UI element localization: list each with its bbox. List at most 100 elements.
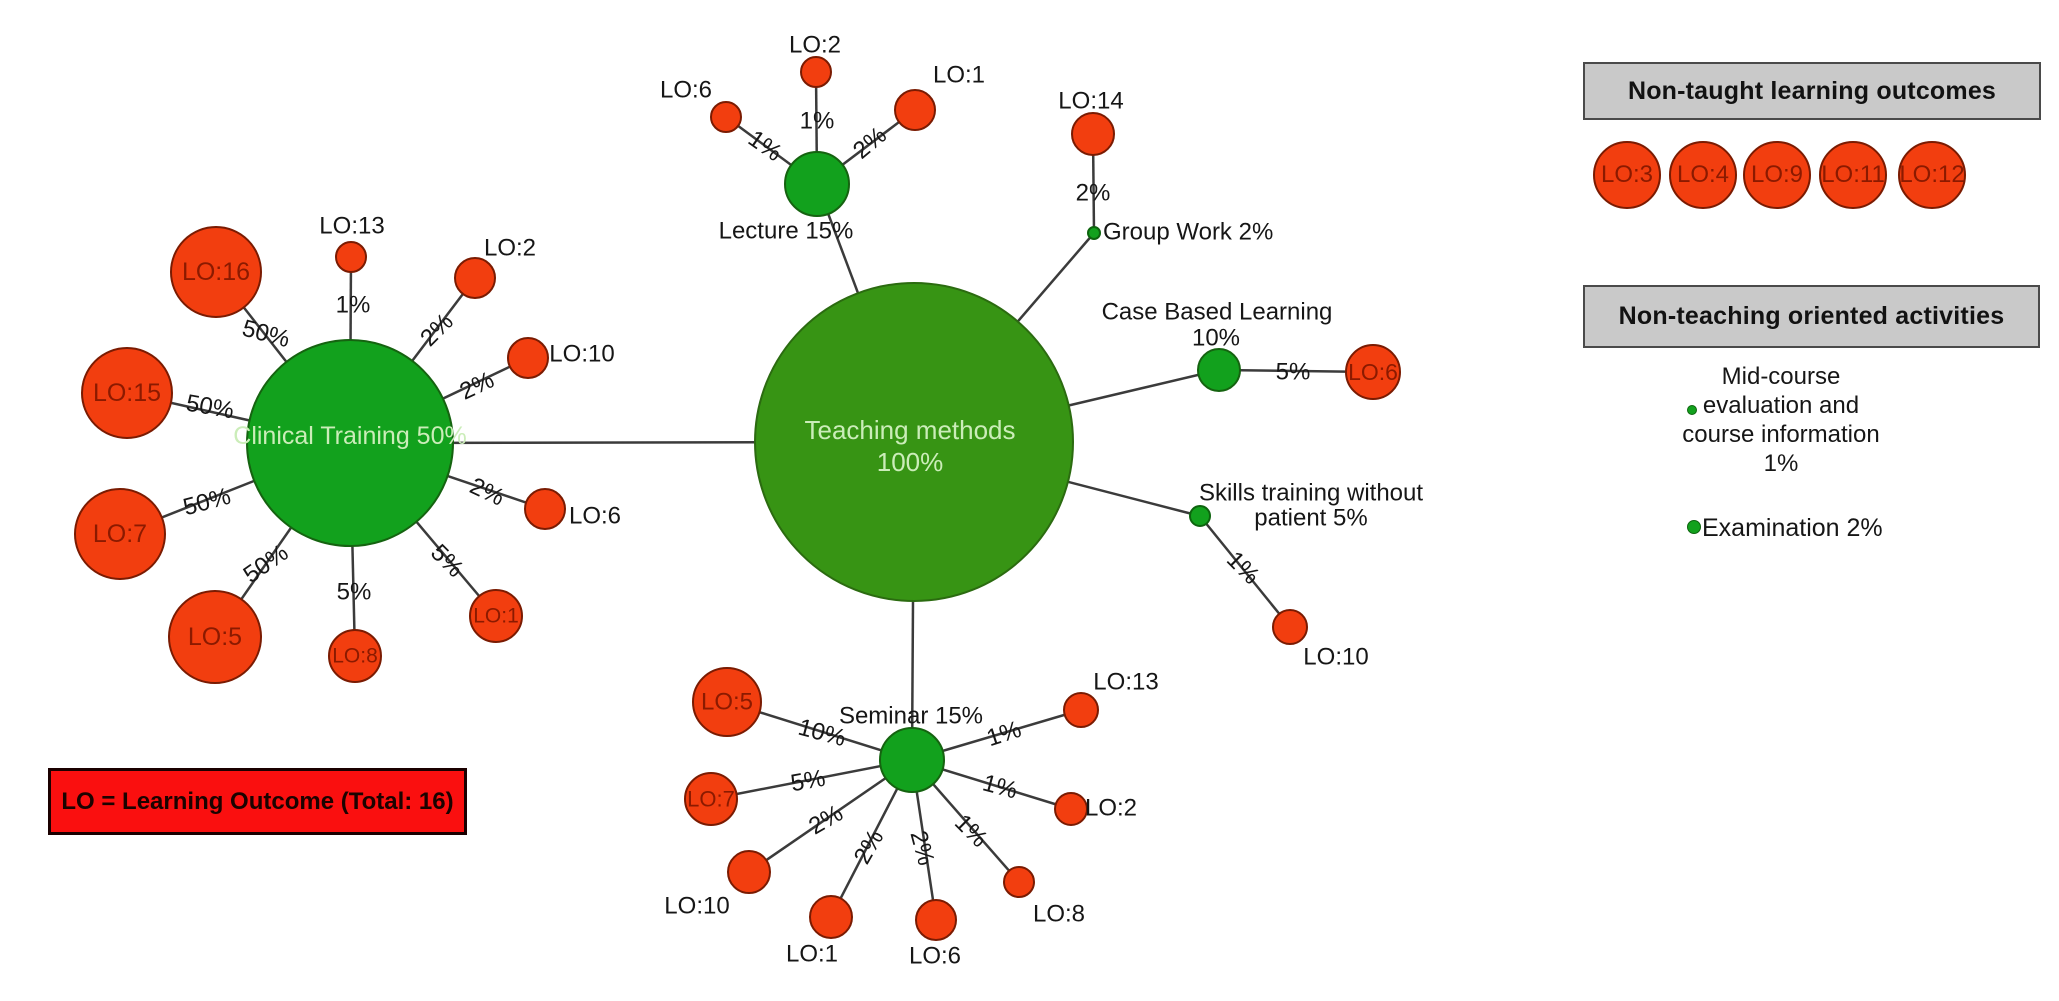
label-cl16: LO:16 xyxy=(182,258,250,286)
midcourse-line: evaluation and xyxy=(1702,392,1860,419)
node-cl5 xyxy=(168,590,262,684)
edge-label-groupwork-gw14: 2% xyxy=(1076,180,1111,207)
label-skills: Skills training without xyxy=(1199,480,1423,507)
edge-label-clinical-cl6: 2% xyxy=(466,472,509,511)
node-gw14 xyxy=(1071,112,1115,156)
label-cl15: LO:15 xyxy=(93,379,161,407)
edge-label-seminar-se2: 1% xyxy=(980,769,1020,804)
node-cl7 xyxy=(74,488,166,580)
edge-label-seminar-se10: 2% xyxy=(804,800,848,841)
label-cbl-1: 10% xyxy=(1192,325,1240,352)
non-taught-lo-circle: LO:4 xyxy=(1669,141,1737,209)
node-le6 xyxy=(710,101,742,133)
label-cl6: LO:6 xyxy=(569,503,621,530)
node-se1 xyxy=(809,895,853,939)
node-cl15 xyxy=(81,347,173,439)
label-lecture: Lecture 15% xyxy=(719,218,854,245)
edge-skills-sk10 xyxy=(1199,515,1291,628)
edge-label-clinical-cl16: 50% xyxy=(239,315,292,354)
label-le6: LO:6 xyxy=(660,77,712,104)
node-cb6 xyxy=(1345,344,1401,400)
edge-label-clinical-cl10: 2% xyxy=(456,366,499,405)
edge-label-clinical-cl5: 50% xyxy=(239,539,294,589)
legend-label: LO = Learning Outcome (Total: 16) xyxy=(61,787,454,815)
label-se7: LO:7 xyxy=(687,787,735,812)
non-taught-outcomes-header: Non-taught learning outcomes xyxy=(1583,62,2041,120)
non-taught-lo-circle: LO:3 xyxy=(1593,141,1661,209)
node-cl1 xyxy=(469,589,523,643)
edge-label-skills-sk10: 1% xyxy=(1221,546,1265,590)
edge-label-clinical-cl13: 1% xyxy=(336,292,371,319)
node-cl8 xyxy=(328,629,382,683)
node-seminar xyxy=(879,727,945,793)
node-se13 xyxy=(1063,692,1099,728)
node-le2 xyxy=(800,56,832,88)
label-se6: LO:6 xyxy=(909,943,961,970)
label-se8: LO:8 xyxy=(1033,901,1085,928)
edge-label-seminar-se1: 2% xyxy=(849,825,890,869)
node-teaching xyxy=(754,282,1074,602)
non-teaching-activities-header: Non-teaching oriented activities xyxy=(1583,285,2040,348)
label-le2: LO:2 xyxy=(789,32,841,59)
edge-label-clinical-cl8: 5% xyxy=(337,579,372,606)
edge-seminar-se7 xyxy=(710,758,913,801)
label-se1: LO:1 xyxy=(786,941,838,968)
edge-label-lecture-le6: 1% xyxy=(743,125,787,167)
node-cbl xyxy=(1197,348,1241,392)
node-cl13 xyxy=(335,241,367,273)
midcourse-line: Mid-course xyxy=(1721,363,1841,390)
label-cb6: LO:6 xyxy=(1348,359,1398,385)
node-clinical xyxy=(246,339,454,547)
label-se13: LO:13 xyxy=(1093,669,1158,696)
edge-label-seminar-se7: 5% xyxy=(789,765,828,798)
label-seminar: Seminar 15% xyxy=(839,703,983,730)
label-sk10: LO:10 xyxy=(1303,644,1368,671)
label-le1: LO:1 xyxy=(933,62,985,89)
label-se10: LO:10 xyxy=(664,893,729,920)
node-se10 xyxy=(727,850,771,894)
midcourse-line: course information xyxy=(1682,421,1880,448)
label-cl5: LO:5 xyxy=(188,623,242,651)
non-taught-lo-circle: LO:12 xyxy=(1898,141,1966,209)
legend-box: LO = Learning Outcome (Total: 16) xyxy=(48,768,467,835)
edge-label-seminar-se13: 1% xyxy=(983,716,1024,752)
label-cl1: LO:1 xyxy=(473,605,519,628)
midcourse-line: 1% xyxy=(1763,450,1799,477)
node-skills xyxy=(1189,505,1211,527)
midcourse-evaluation-label: Mid-course evaluation and course informa… xyxy=(1656,362,1906,478)
label-cl10: LO:10 xyxy=(549,341,614,368)
node-se8 xyxy=(1003,866,1035,898)
non-taught-lo-circle: LO:9 xyxy=(1743,141,1811,209)
node-se7 xyxy=(684,772,738,826)
node-cl6 xyxy=(524,488,566,530)
non-teaching-activities-title: Non-teaching oriented activities xyxy=(1618,302,2005,330)
label-groupwork: Group Work 2% xyxy=(1103,219,1273,246)
edge-label-lecture-le1: 2% xyxy=(848,122,892,165)
node-sk10 xyxy=(1272,609,1308,645)
node-se5 xyxy=(692,667,762,737)
label-cl13: LO:13 xyxy=(319,213,384,240)
edge-label-cbl-cb6: 5% xyxy=(1276,359,1311,386)
examination-label: Examination 2% xyxy=(1702,514,1883,542)
label-skills-1: patient 5% xyxy=(1254,505,1367,532)
non-taught-outcomes-title: Non-taught learning outcomes xyxy=(1627,76,1997,105)
midcourse-dot-icon xyxy=(1687,405,1697,415)
label-teaching: Teaching methods xyxy=(804,415,1015,445)
node-groupwork xyxy=(1087,226,1101,240)
edge-label-lecture-le2: 1% xyxy=(800,108,835,135)
label-teaching-1: 100% xyxy=(877,447,944,477)
label-se5: LO:5 xyxy=(701,689,753,716)
edge-label-seminar-se6: 2% xyxy=(904,828,939,868)
node-se2 xyxy=(1054,792,1088,826)
node-le1 xyxy=(894,89,936,131)
examination-dot-icon xyxy=(1687,520,1701,534)
node-se6 xyxy=(915,899,957,941)
label-se2: LO:2 xyxy=(1085,795,1137,822)
label-cl7: LO:7 xyxy=(93,520,147,548)
node-cl2 xyxy=(454,257,496,299)
label-cl2: LO:2 xyxy=(484,235,536,262)
node-cl16 xyxy=(170,226,262,318)
edge-label-clinical-cl15: 50% xyxy=(184,390,236,425)
